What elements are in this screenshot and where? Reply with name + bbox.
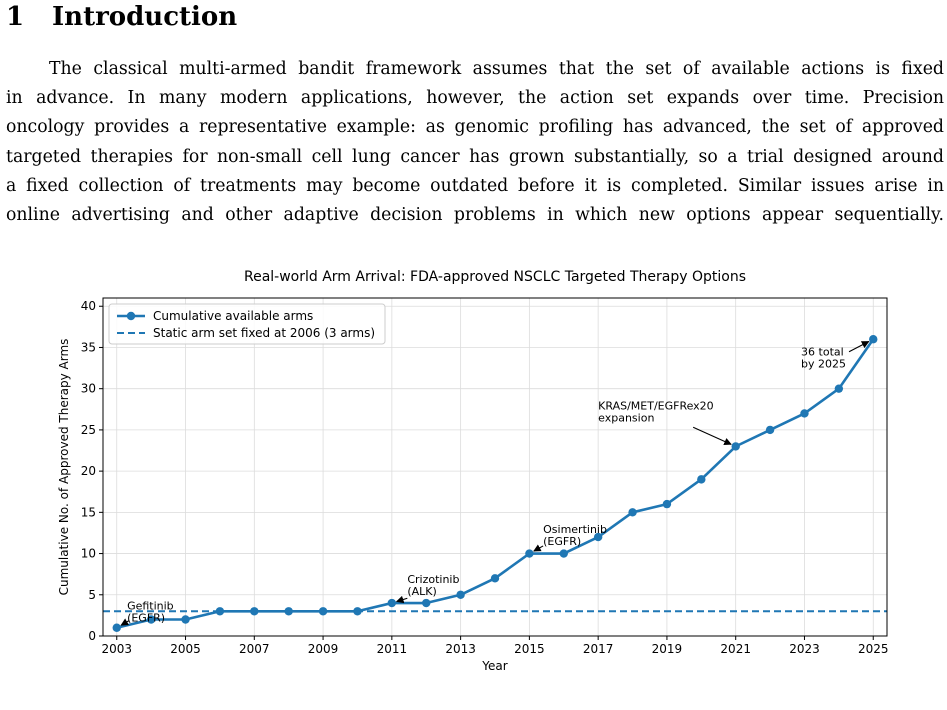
x-tick-label: 2013 (445, 642, 476, 656)
legend-box (108, 303, 386, 345)
annotation-arrow (120, 618, 130, 626)
annotation-text: Gefitinib (127, 600, 174, 613)
x-axis-label: Year (481, 659, 507, 673)
grid-lines (103, 298, 887, 637)
continued-text-fragment (6, 690, 944, 710)
data-point (215, 607, 225, 616)
y-tick-label: 25 (81, 423, 96, 437)
x-tick-label: 2019 (652, 642, 683, 656)
data-point (559, 549, 568, 558)
series-line (116, 338, 875, 630)
y-axis-label: Cumulative No. of Approved Therapy Arms (57, 339, 71, 596)
annotation-text: Crizotinib (407, 573, 459, 586)
annotation-text: expansion (598, 411, 654, 424)
annotation-text: (EGFR) (543, 535, 581, 548)
intro-paragraph: The classical multi-armed bandit framewo… (6, 55, 944, 230)
data-point (765, 425, 775, 435)
y-tick-label: 10 (81, 547, 96, 561)
data-point (628, 508, 637, 517)
y-tick-label: 40 (81, 299, 96, 313)
x-tick-label: 2025 (858, 642, 889, 656)
annotation-text: (EGFR) (127, 612, 165, 625)
data-point (525, 549, 534, 558)
y-tick-label: 20 (81, 464, 96, 478)
legend-series-marker (126, 311, 136, 321)
data-point (250, 607, 259, 616)
annotation-text: KRAS/MET/EGFRex20 (598, 399, 714, 412)
x-tick-label: 2009 (308, 642, 339, 656)
data-point (284, 607, 293, 616)
section-number: 1 (6, 2, 25, 32)
data-point (353, 607, 362, 616)
y-tick-label: 35 (81, 340, 96, 354)
paragraph-line: oncology provides a representative examp… (6, 117, 944, 138)
data-point (662, 499, 672, 509)
paragraph-line: a fixed collection of treatments may bec… (6, 175, 944, 196)
y-tick-label: 30 (81, 382, 96, 396)
x-tick-label: 2015 (514, 642, 545, 656)
x-tick-label: 2017 (583, 642, 614, 656)
annotation-arrow (692, 426, 732, 446)
paragraph-line: in advance. In many modern applications,… (6, 88, 944, 109)
paragraph-line: online advertising and other adaptive de… (6, 205, 944, 226)
legend: Cumulative available arms Static arm set … (108, 303, 386, 345)
annotation-text: by 2025 (801, 358, 846, 371)
paragraph-line: The classical multi-armed bandit framewo… (49, 59, 944, 79)
data-point (731, 442, 740, 451)
data-point (869, 335, 878, 344)
data-point (112, 623, 121, 632)
data-point (800, 409, 809, 418)
x-tick-label: 2005 (170, 642, 201, 656)
arm-arrival-chart: Real-world Arm Arrival: FDA-approved NSC… (57, 269, 889, 673)
paragraph-line: targeted therapies for non-small cell lu… (6, 146, 944, 167)
annotation-layer: Gefitinib(EGFR)Crizotinib(ALK)Osimertini… (120, 341, 870, 626)
x-tick-label: 2007 (239, 642, 270, 656)
data-point (181, 615, 190, 624)
annotation-arrow (395, 595, 408, 604)
series-layer (112, 335, 878, 632)
annotation-arrow (848, 341, 870, 353)
chart-title: Real-world Arm Arrival: FDA-approved NSC… (244, 269, 746, 285)
legend-reference-label: Static arm set fixed at 2006 (3 arms) (153, 326, 375, 340)
x-tick-label: 2023 (789, 642, 820, 656)
plot-frame (102, 297, 888, 637)
annotation-text: 36 total (801, 346, 844, 359)
section-heading: 1 Introduction (6, 0, 237, 34)
data-point (387, 598, 397, 608)
data-point (422, 598, 431, 608)
y-tick-label: 5 (88, 588, 96, 602)
data-point (146, 615, 156, 624)
x-tick-label: 2011 (377, 642, 408, 656)
annotation-text: Osimertinib (543, 523, 607, 536)
y-tick-label: 15 (81, 505, 96, 519)
annotation-text: (ALK) (407, 585, 436, 598)
annotation-arrow (533, 544, 544, 552)
x-tick-label: 2003 (101, 642, 132, 656)
legend-series-label: Cumulative available arms (153, 309, 313, 323)
section-title: Introduction (52, 2, 238, 32)
y-ticks: 0 5 10 15 20 25 30 35 40 (81, 299, 103, 643)
x-ticks: 2003 2005 2007 2009 2011 2013 2015 2017 2019 2021… (101, 636, 889, 656)
data-point (456, 590, 465, 599)
data-point (593, 532, 603, 542)
data-point (697, 475, 706, 484)
x-tick-label: 2021 (720, 642, 751, 656)
data-point (490, 574, 500, 583)
data-point (318, 607, 328, 616)
y-tick-label: 0 (88, 629, 96, 643)
data-point (834, 384, 844, 393)
